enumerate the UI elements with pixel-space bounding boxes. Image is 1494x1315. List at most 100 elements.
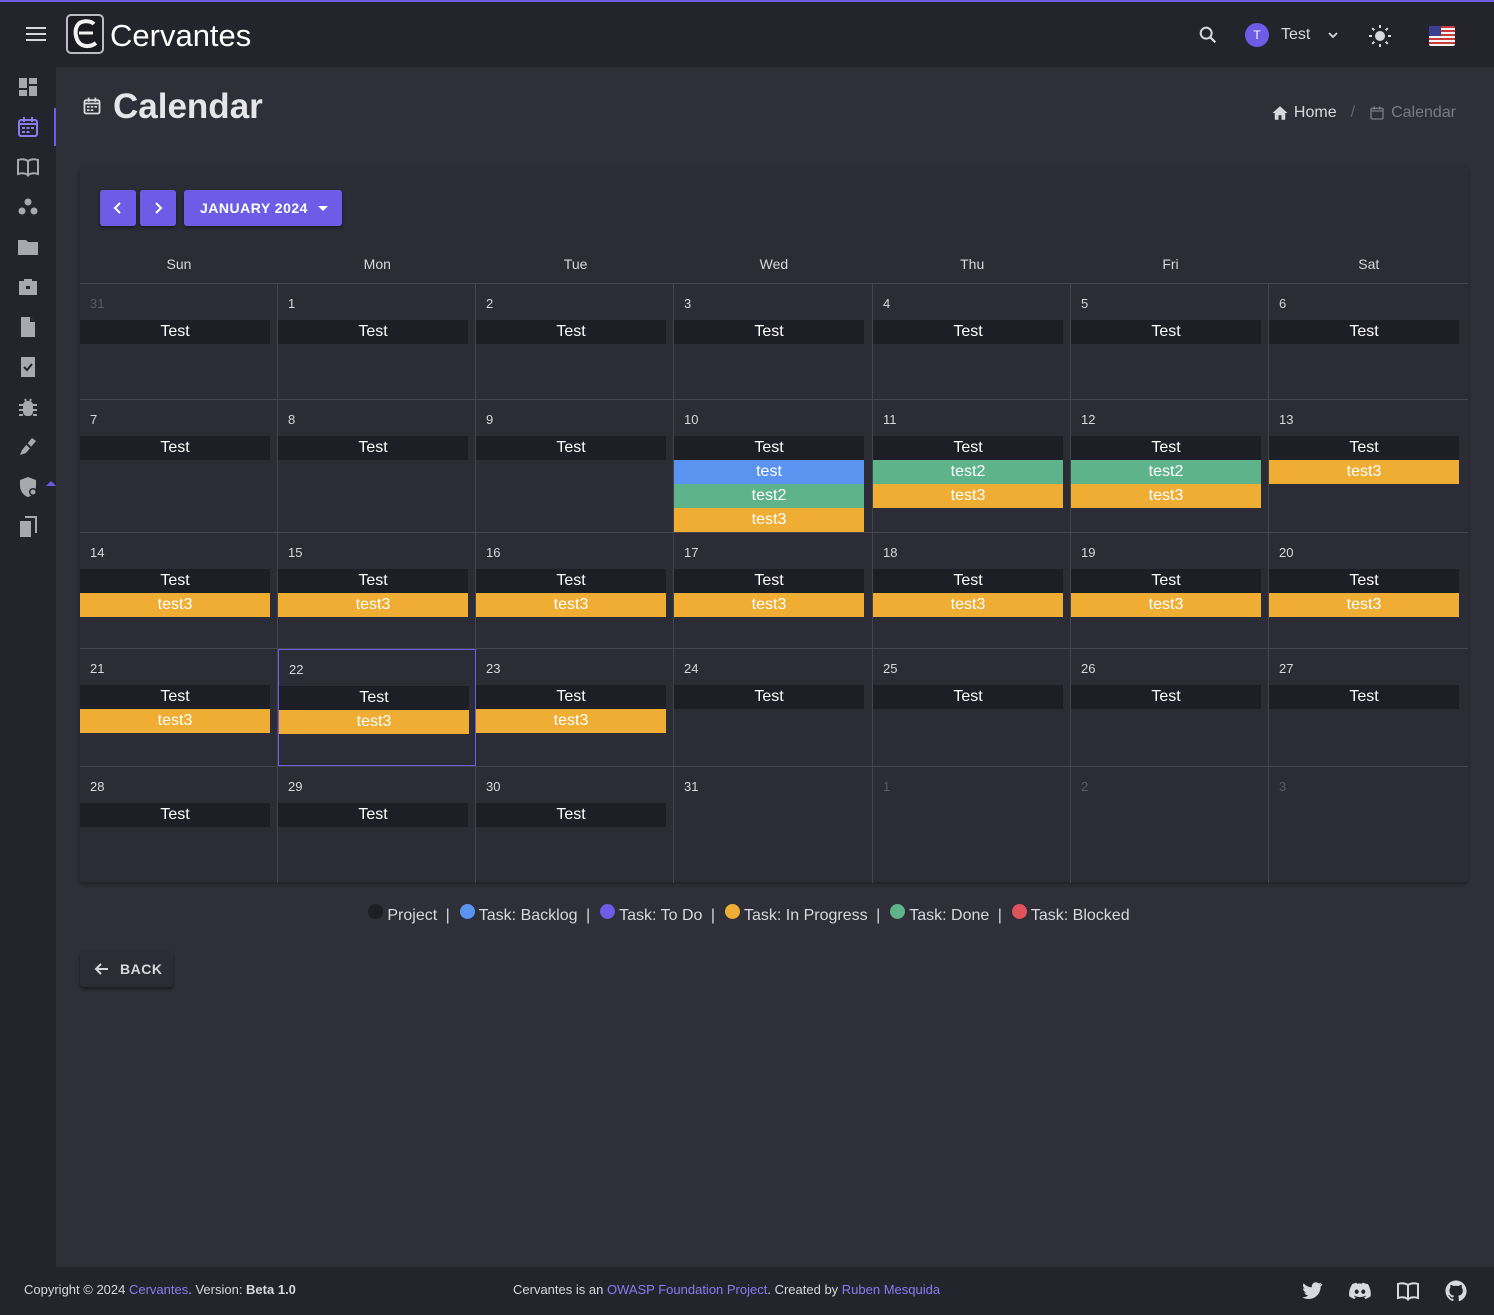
document-icon[interactable] bbox=[16, 315, 40, 339]
calendar-event-progress[interactable]: test3 bbox=[873, 484, 1063, 508]
calendar-icon[interactable] bbox=[16, 115, 40, 139]
calendar-event-done[interactable]: test2 bbox=[873, 460, 1063, 484]
folder-icon[interactable] bbox=[16, 235, 40, 259]
github-icon[interactable] bbox=[1444, 1279, 1468, 1303]
calendar-event-project[interactable]: Test bbox=[674, 685, 864, 709]
calendar-day[interactable]: 16 Test test3 bbox=[476, 533, 674, 648]
calendar-day[interactable]: 21 Test test3 bbox=[80, 649, 278, 766]
owasp-link[interactable]: OWASP Foundation Project bbox=[606, 1282, 768, 1297]
calendar-event-project[interactable]: Test bbox=[279, 686, 469, 710]
calendar-event-project[interactable]: Test bbox=[674, 436, 864, 460]
calendar-event-progress[interactable]: test3 bbox=[674, 508, 864, 532]
chevron-down-icon[interactable] bbox=[1326, 28, 1340, 42]
checklist-icon[interactable] bbox=[16, 355, 40, 379]
calendar-day[interactable]: 5 Test bbox=[1071, 284, 1269, 399]
calendar-event-project[interactable]: Test bbox=[476, 436, 666, 460]
calendar-day[interactable]: 1 Test bbox=[278, 284, 476, 399]
book-icon[interactable] bbox=[16, 155, 40, 179]
calendar-event-project[interactable]: Test bbox=[873, 436, 1063, 460]
breadcrumb-home[interactable]: Home bbox=[1293, 104, 1337, 121]
calendar-event-project[interactable]: Test bbox=[80, 569, 270, 593]
calendar-event-backlog[interactable]: test bbox=[674, 460, 864, 484]
calendar-event-progress[interactable]: test3 bbox=[1071, 484, 1261, 508]
security-icon[interactable] bbox=[16, 475, 40, 499]
calendar-day[interactable]: 17 Test test3 bbox=[674, 533, 873, 648]
calendar-event-project[interactable]: Test bbox=[80, 436, 270, 460]
calendar-event-project[interactable]: Test bbox=[1071, 685, 1261, 709]
calendar-event-project[interactable]: Test bbox=[278, 803, 468, 827]
calendar-day[interactable]: 31 bbox=[674, 767, 873, 883]
calendar-day[interactable]: 24 Test bbox=[674, 649, 873, 766]
calendar-event-project[interactable]: Test bbox=[278, 320, 468, 344]
cervantes-link[interactable]: Cervantes bbox=[128, 1282, 189, 1297]
clients-icon[interactable] bbox=[16, 195, 40, 219]
calendar-event-project[interactable]: Test bbox=[1071, 436, 1261, 460]
calendar-event-project[interactable]: Test bbox=[80, 803, 270, 827]
calendar-day[interactable]: 19 Test test3 bbox=[1071, 533, 1269, 648]
calendar-day[interactable]: 9 Test bbox=[476, 400, 674, 532]
back-button[interactable]: BACK bbox=[80, 951, 173, 987]
calendar-event-progress[interactable]: test3 bbox=[279, 710, 469, 734]
calendar-event-progress[interactable]: test3 bbox=[873, 593, 1063, 617]
calendar-day[interactable]: 29 Test bbox=[278, 767, 476, 883]
calendar-event-project[interactable]: Test bbox=[873, 320, 1063, 344]
calendar-event-project[interactable]: Test bbox=[476, 685, 666, 709]
calendar-event-project[interactable]: Test bbox=[476, 569, 666, 593]
calendar-day[interactable]: 23 Test test3 bbox=[476, 649, 674, 766]
calendar-event-project[interactable]: Test bbox=[278, 436, 468, 460]
calendar-event-progress[interactable]: test3 bbox=[674, 593, 864, 617]
us-flag-icon[interactable] bbox=[1429, 26, 1455, 46]
docs-icon[interactable] bbox=[1396, 1279, 1420, 1303]
calendar-event-progress[interactable]: test3 bbox=[476, 709, 666, 733]
calendar-day[interactable]: 27 Test bbox=[1269, 649, 1468, 766]
calendar-day[interactable]: 18 Test test3 bbox=[873, 533, 1071, 648]
calendar-day[interactable]: 20 Test test3 bbox=[1269, 533, 1468, 648]
calendar-event-done[interactable]: test2 bbox=[1071, 460, 1261, 484]
logo-icon[interactable] bbox=[66, 14, 104, 54]
author-link[interactable]: Ruben Mesquida bbox=[841, 1282, 941, 1297]
calendar-day[interactable]: 14 Test test3 bbox=[80, 533, 278, 648]
calendar-event-progress[interactable]: test3 bbox=[80, 593, 270, 617]
sidebar-expand-caret[interactable] bbox=[46, 481, 56, 486]
bug-icon[interactable] bbox=[16, 395, 40, 419]
calendar-event-done[interactable]: test2 bbox=[674, 484, 864, 508]
calendar-day[interactable]: 6 Test bbox=[1269, 284, 1468, 399]
calendar-day-today[interactable]: 22 Test test3 bbox=[278, 649, 476, 766]
calendar-day[interactable]: 13 Test test3 bbox=[1269, 400, 1468, 532]
app-name[interactable]: Cervantes bbox=[110, 18, 252, 53]
twitter-icon[interactable] bbox=[1300, 1279, 1324, 1303]
menu-icon[interactable] bbox=[24, 24, 48, 44]
month-picker-button[interactable]: JANUARY 2024 bbox=[184, 190, 342, 226]
home-icon[interactable] bbox=[1271, 104, 1289, 122]
calendar-day[interactable]: 11 Test test2 test3 bbox=[873, 400, 1071, 532]
calendar-event-progress[interactable]: test3 bbox=[476, 593, 666, 617]
prev-month-button[interactable] bbox=[100, 190, 136, 226]
calendar-event-project[interactable]: Test bbox=[80, 685, 270, 709]
copy-icon[interactable] bbox=[16, 515, 40, 539]
calendar-day[interactable]: 8 Test bbox=[278, 400, 476, 532]
calendar-day[interactable]: 15 Test test3 bbox=[278, 533, 476, 648]
calendar-day[interactable]: 1 bbox=[873, 767, 1071, 883]
calendar-event-progress[interactable]: test3 bbox=[1269, 460, 1459, 484]
calendar-day[interactable]: 4 Test bbox=[873, 284, 1071, 399]
calendar-event-project[interactable]: Test bbox=[1071, 320, 1261, 344]
calendar-day[interactable]: 2 Test bbox=[476, 284, 674, 399]
calendar-event-project[interactable]: Test bbox=[80, 320, 270, 344]
calendar-day[interactable]: 2 bbox=[1071, 767, 1269, 883]
calendar-event-project[interactable]: Test bbox=[1071, 569, 1261, 593]
sun-icon[interactable] bbox=[1368, 24, 1392, 48]
calendar-day[interactable]: 31 Test bbox=[80, 284, 278, 399]
calendar-day[interactable]: 26 Test bbox=[1071, 649, 1269, 766]
calendar-day[interactable]: 3 bbox=[1269, 767, 1468, 883]
calendar-day[interactable]: 30 Test bbox=[476, 767, 674, 883]
vault-icon[interactable] bbox=[16, 435, 40, 459]
avatar[interactable]: T bbox=[1245, 23, 1269, 47]
calendar-event-progress[interactable]: test3 bbox=[1269, 593, 1459, 617]
calendar-event-project[interactable]: Test bbox=[873, 685, 1063, 709]
calendar-event-progress[interactable]: test3 bbox=[1071, 593, 1261, 617]
calendar-day[interactable]: 28 Test bbox=[80, 767, 278, 883]
calendar-day[interactable]: 12 Test test2 test3 bbox=[1071, 400, 1269, 532]
calendar-event-progress[interactable]: test3 bbox=[278, 593, 468, 617]
calendar-event-progress[interactable]: test3 bbox=[80, 709, 270, 733]
calendar-day[interactable]: 7 Test bbox=[80, 400, 278, 532]
